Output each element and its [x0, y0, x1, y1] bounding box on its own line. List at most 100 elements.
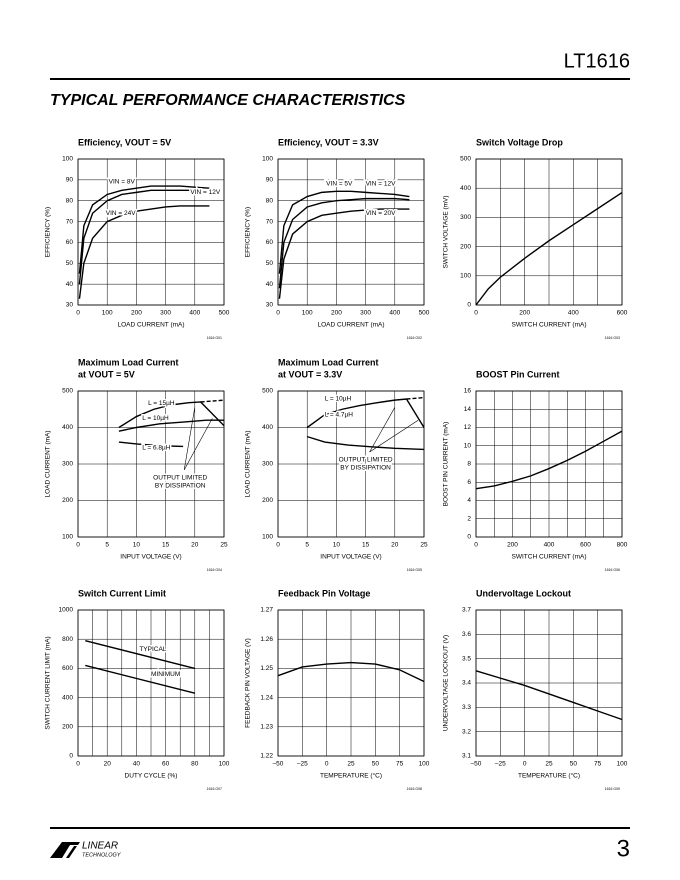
x-tick-label: 5	[105, 542, 109, 549]
series-line	[278, 190, 410, 274]
x-axis-label: LOAD CURRENT (mA)	[317, 322, 384, 329]
annotation: OUTPUT LIMITED	[153, 475, 207, 482]
plot-frame	[277, 158, 425, 306]
y-tick-label: 90	[66, 177, 74, 184]
x-tick-label: 20	[391, 542, 399, 549]
figure-code: 1616 G03	[605, 336, 620, 340]
x-tick-label: 400	[189, 310, 200, 317]
x-axis-label: DUTY CYCLE (%)	[125, 773, 178, 780]
figure-code: 1616 G02	[407, 336, 422, 340]
x-tick-label: 500	[219, 310, 230, 317]
y-tick-label: 100	[62, 156, 73, 163]
x-tick-label: 75	[396, 761, 404, 768]
y-axis-label: LOAD CURRENT (mA)	[245, 430, 252, 497]
series-label: MINIMUM	[151, 671, 180, 678]
chart-title: Undervoltage Lockout	[476, 588, 571, 598]
x-tick-label: 100	[617, 761, 628, 768]
x-tick-label: 15	[162, 542, 170, 549]
annotation-arrow	[183, 407, 196, 470]
chart-title: Maximum Load Current	[78, 357, 179, 367]
x-tick-label: 300	[160, 310, 171, 317]
x-tick-label: 0	[276, 310, 280, 317]
series-label: VIN = 5V	[326, 181, 353, 188]
y-tick-label: 300	[62, 461, 73, 468]
y-axis-label: LOAD CURRENT (mA)	[45, 430, 52, 497]
y-tick-label: 3.2	[462, 728, 471, 735]
series-label: L = 10µH	[142, 415, 169, 422]
y-tick-label: 1.22	[260, 753, 273, 760]
y-axis-label: SWITCH VOLTAGE (mV)	[443, 195, 450, 268]
y-tick-label: 1.23	[260, 724, 273, 731]
annotation: BY DISSIPATION	[340, 465, 391, 472]
y-tick-label: 500	[460, 156, 471, 163]
x-tick-label: 800	[617, 542, 628, 549]
x-tick-label: 0	[76, 761, 80, 768]
x-tick-label: 0	[474, 310, 478, 317]
y-tick-label: 100	[62, 534, 73, 541]
y-tick-label: 8	[467, 461, 471, 468]
logo-text: LINEAR	[82, 841, 118, 852]
y-tick-label: 90	[266, 177, 274, 184]
plot-frame	[77, 158, 225, 306]
x-tick-label: 25	[545, 761, 553, 768]
x-tick-label: 25	[220, 542, 228, 549]
chart-title: BOOST Pin Current	[476, 369, 560, 379]
series-label: L = 4.7µH	[325, 411, 354, 418]
figure-code: 1616 G07	[207, 787, 222, 791]
series-label: VIN = 12V	[190, 189, 220, 196]
chart-title: Feedback Pin Voltage	[278, 588, 370, 598]
series-line	[78, 189, 210, 285]
annotation: OUTPUT LIMITED	[339, 457, 393, 464]
annotation: BY DISSIPATION	[155, 483, 206, 490]
x-tick-label: 0	[523, 761, 527, 768]
chart-title: Maximum Load Current	[278, 357, 379, 367]
y-axis-label: UNDERVOLTAGE LOCKOUT (V)	[443, 635, 450, 731]
y-tick-label: 500	[262, 388, 273, 395]
series-label: VIN = 20V	[366, 210, 396, 217]
x-tick-label: 25	[347, 761, 355, 768]
y-tick-label: 1.27	[260, 607, 273, 614]
y-tick-label: 40	[66, 281, 74, 288]
y-tick-label: 3.4	[462, 680, 471, 687]
y-tick-label: 12	[464, 424, 472, 431]
y-tick-label: 3.3	[462, 704, 471, 711]
y-tick-label: 3.7	[462, 607, 471, 614]
series-line	[475, 191, 623, 306]
x-tick-label: 10	[333, 542, 341, 549]
plot-frame	[475, 609, 623, 757]
series-line	[278, 197, 410, 289]
y-tick-label: 70	[266, 218, 274, 225]
series-line	[200, 399, 225, 403]
plot-frame	[77, 609, 225, 757]
series-line	[475, 430, 623, 490]
series-line	[118, 441, 184, 448]
x-tick-label: 15	[362, 542, 370, 549]
y-tick-label: 70	[66, 218, 74, 225]
y-axis-label: SWITCH CURRENT LIMIT (mA)	[45, 636, 52, 729]
figure-code: 1616 G05	[407, 568, 422, 572]
x-tick-label: 600	[580, 542, 591, 549]
x-tick-label: 500	[419, 310, 430, 317]
logo-text: TECHNOLOGY	[82, 852, 121, 858]
annotation-arrow	[369, 407, 396, 453]
x-tick-label: –50	[471, 761, 482, 768]
series-label: TYPICAL	[139, 646, 166, 653]
y-tick-label: 100	[262, 156, 273, 163]
y-tick-label: 200	[262, 497, 273, 504]
x-axis-label: TEMPERATURE (°C)	[518, 772, 580, 780]
y-tick-label: 400	[460, 185, 471, 192]
chart-title: Efficiency, VOUT = 5V	[78, 137, 171, 147]
chart-title: at VOUT = 5V	[78, 369, 135, 379]
x-tick-label: 0	[276, 542, 280, 549]
plot-frame	[77, 390, 225, 538]
x-tick-label: 300	[360, 310, 371, 317]
y-tick-label: 400	[62, 424, 73, 431]
x-tick-label: 5	[305, 542, 309, 549]
y-axis-label: BOOST PIN CURRENT (mA)	[443, 422, 450, 507]
annotation-arrow	[183, 418, 213, 471]
plot-frame	[475, 158, 623, 306]
section-title: TYPICAL PERFORMANCE CHARACTERISTICS	[50, 92, 406, 109]
y-tick-label: 10	[464, 442, 472, 449]
